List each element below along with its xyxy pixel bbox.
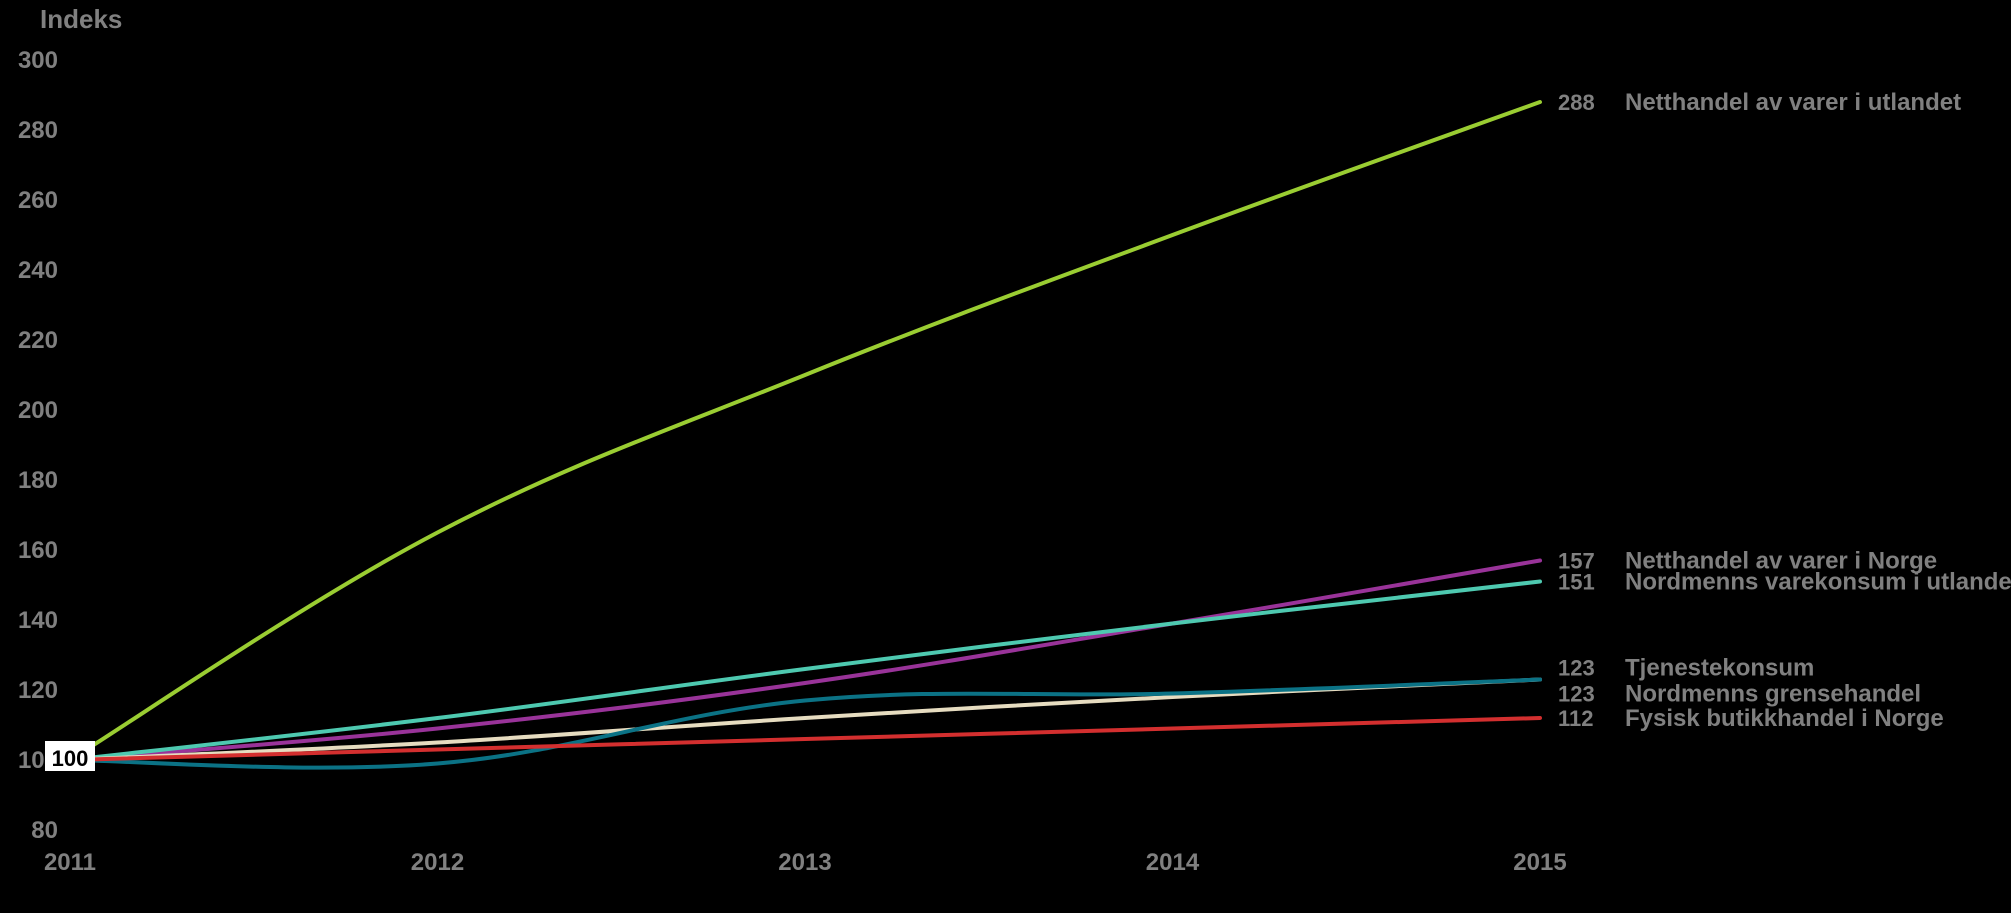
series-end-value: 123 xyxy=(1558,656,1595,681)
y-tick-label: 220 xyxy=(18,327,58,354)
series-line xyxy=(70,561,1540,761)
y-tick-label: 260 xyxy=(18,187,58,214)
series-name-label: Nordmenns varekonsum i utlandet xyxy=(1625,569,2011,596)
y-tick-label: 200 xyxy=(18,397,58,424)
x-tick-label: 2011 xyxy=(44,849,96,876)
series-line xyxy=(70,102,1540,760)
chart-svg: Indeks 80 100 120 140 160 180 200 220 240 260 280 30… xyxy=(0,0,2011,913)
series-name-label: Nordmenns grensehandel xyxy=(1625,681,1921,708)
x-tick-label: 2015 xyxy=(1513,849,1566,876)
y-tick-label: 280 xyxy=(18,117,58,144)
y-tick-label: 180 xyxy=(18,467,58,494)
y-tick-label: 140 xyxy=(18,607,58,634)
y-tick-label: 300 xyxy=(18,47,58,74)
series-end-value: 112 xyxy=(1558,706,1594,731)
x-tick-label: 2012 xyxy=(411,849,464,876)
series-name-label: Fysisk butikkhandel i Norge xyxy=(1625,705,1944,732)
chart-title: Indeks xyxy=(40,4,122,34)
series-name-label: Netthandel av varer i utlandet xyxy=(1625,89,1961,116)
line-chart: Indeks 80 100 120 140 160 180 200 220 240 260 280 30… xyxy=(0,0,2011,913)
series-line xyxy=(70,582,1540,761)
x-tick-label: 2013 xyxy=(778,849,831,876)
y-tick-label: 120 xyxy=(18,677,58,704)
x-tick-label: 2014 xyxy=(1146,849,1200,876)
series-end-value: 123 xyxy=(1558,682,1595,707)
series-end-value: 151 xyxy=(1558,570,1595,595)
start-value-label: 100 xyxy=(52,746,89,771)
series-name-label: Tjenestekonsum xyxy=(1625,655,1814,682)
y-tick-label: 240 xyxy=(18,257,58,284)
series-end-value: 288 xyxy=(1558,90,1595,115)
y-tick-label: 80 xyxy=(31,817,58,844)
series-line xyxy=(70,718,1540,760)
series-line xyxy=(70,680,1540,761)
y-tick-label: 160 xyxy=(18,537,58,564)
